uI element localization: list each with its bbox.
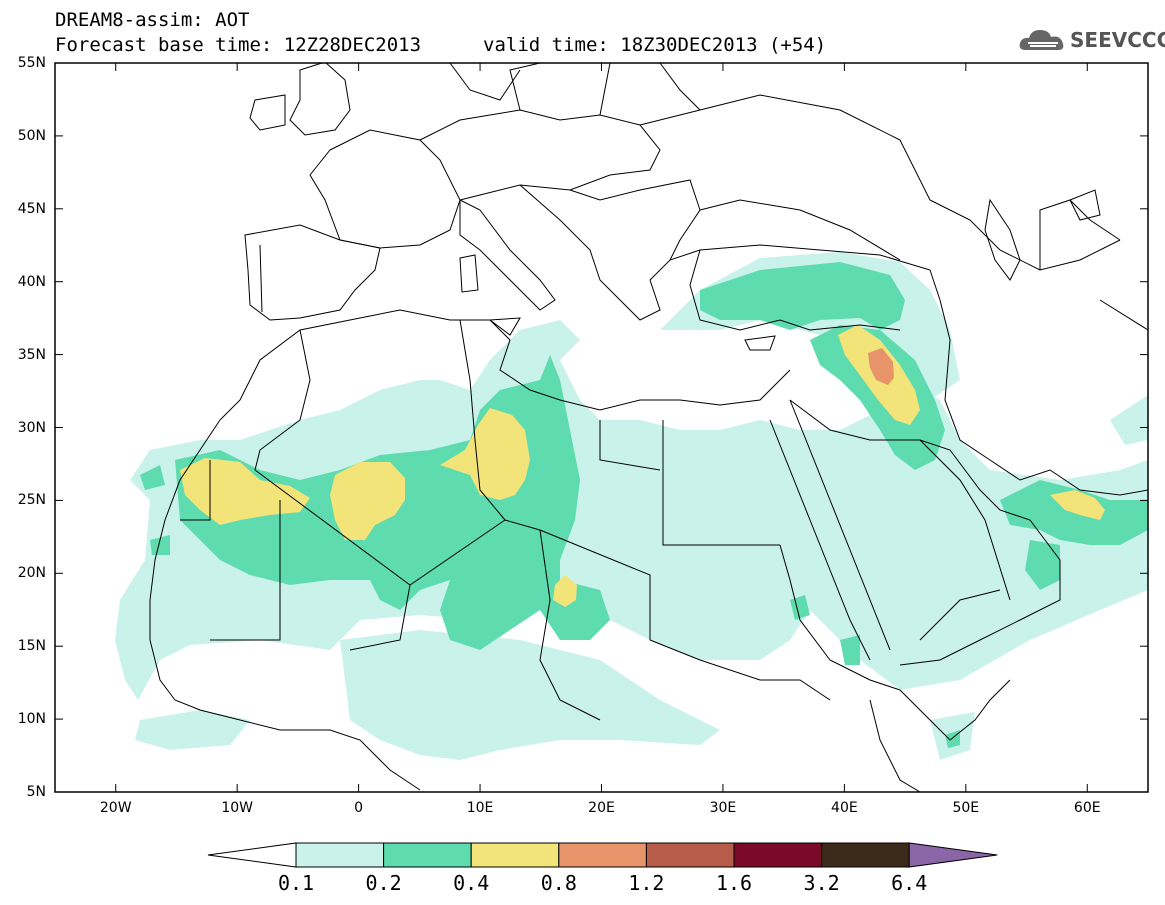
colorbar-box xyxy=(733,842,823,868)
chart-title: DREAM8-assim: AOT xyxy=(55,9,250,31)
colorbar-level-label: 3.2 xyxy=(803,871,840,895)
seevccc-logo: SEEVCCC xyxy=(1018,24,1165,56)
cloud-icon xyxy=(1019,30,1064,50)
colorbar-level-label: 0.1 xyxy=(277,871,315,895)
colorbar-level-label: 0.2 xyxy=(365,871,402,895)
lat-label: 40N xyxy=(17,273,46,290)
tick-marks xyxy=(55,62,1148,793)
borders xyxy=(149,63,1148,792)
aot-level-0.8 xyxy=(868,348,894,385)
valid-time: valid time: 18Z30DEC2013 (+54) xyxy=(483,34,827,56)
colorbar-box xyxy=(470,842,560,868)
lon-label: 50E xyxy=(952,800,980,816)
lat-label: 15N xyxy=(17,638,46,655)
lon-label: 20E xyxy=(588,800,615,816)
lat-label: 45N xyxy=(17,200,46,217)
lat-label: 10N xyxy=(17,711,46,728)
lon-label: 10W xyxy=(221,800,253,816)
lon-label: 30E xyxy=(709,800,737,816)
lat-label: 25N xyxy=(17,492,46,509)
colorbar-arrow-left xyxy=(207,842,297,868)
colorbar-box xyxy=(383,842,472,868)
colorbar-level-label: 6.4 xyxy=(891,871,928,895)
lat-label: 55N xyxy=(17,55,46,71)
lon-label: 10E xyxy=(466,800,494,816)
colorbar-level-label: 1.6 xyxy=(715,871,753,895)
colorbar-level-label: 0.8 xyxy=(540,871,577,895)
lat-label: 35N xyxy=(17,346,46,363)
logo-text: SEEVCCC xyxy=(1070,28,1165,52)
colorbar-box xyxy=(558,842,647,868)
colorbar-level-label: 1.2 xyxy=(628,871,665,895)
forecast-base-time: Forecast base time: 12Z28DEC2013 xyxy=(55,34,422,56)
lon-label: 20W xyxy=(99,800,132,816)
lat-label: 5N xyxy=(26,784,46,800)
colorbar-level-label: 0.4 xyxy=(453,871,490,895)
lon-label: 60E xyxy=(1073,800,1101,816)
colorbar-box xyxy=(645,842,735,868)
colorbar-arrow-right xyxy=(908,842,998,868)
colorbar-box xyxy=(295,842,385,868)
colorbar-box xyxy=(821,842,910,868)
lon-label: 0 xyxy=(354,800,364,816)
lon-label: 40E xyxy=(831,800,858,816)
lat-label: 20N xyxy=(17,565,46,582)
lat-label: 30N xyxy=(17,419,46,436)
lat-label: 50N xyxy=(17,127,46,144)
